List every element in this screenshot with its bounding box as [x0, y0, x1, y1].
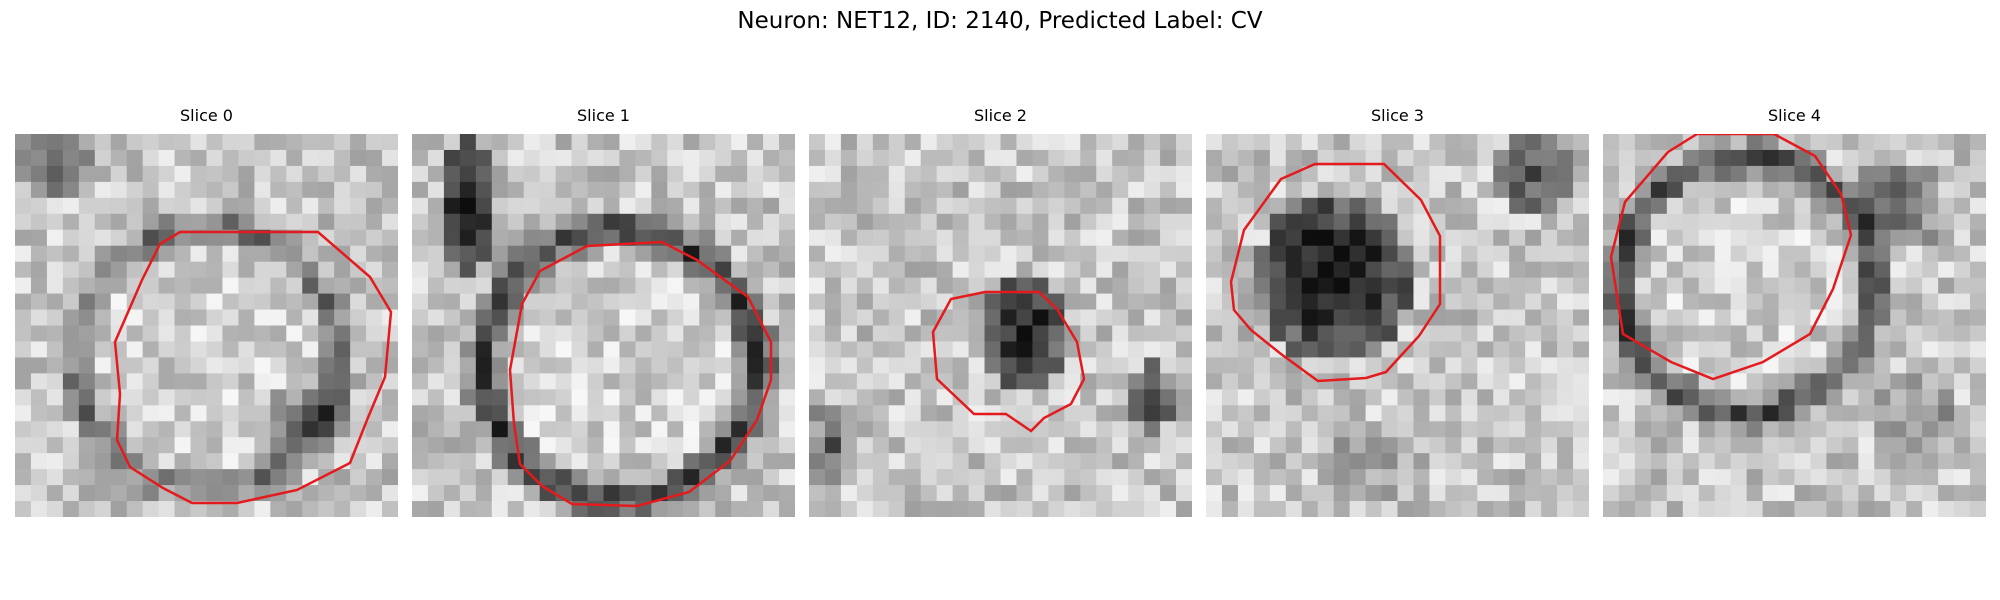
slice-title: Slice 4 — [1768, 106, 1821, 125]
slice-title: Slice 3 — [1371, 106, 1424, 125]
slice-image-2 — [809, 134, 1192, 517]
contour-outline-4 — [1609, 134, 1853, 381]
slice-title: Slice 1 — [577, 106, 630, 125]
em-image-pixels — [809, 134, 1192, 517]
em-image-pixels — [1603, 134, 1986, 517]
figure-title: Neuron: NET12, ID: 2140, Predicted Label… — [737, 8, 1263, 34]
em-image-pixels — [412, 134, 795, 517]
em-image-pixels — [15, 134, 398, 517]
contour-outline-1 — [508, 240, 773, 508]
slice-title: Slice 0 — [180, 106, 233, 125]
slice-image-0 — [15, 134, 398, 517]
em-image-pixels — [1206, 134, 1589, 517]
contour-outline-2 — [931, 290, 1086, 433]
slice-image-4 — [1603, 134, 1986, 517]
contour-outline-3 — [1229, 162, 1442, 383]
slice-title: Slice 2 — [974, 106, 1027, 125]
contour-outline-0 — [113, 230, 393, 505]
slice-image-3 — [1206, 134, 1589, 517]
slice-image-1 — [412, 134, 795, 517]
